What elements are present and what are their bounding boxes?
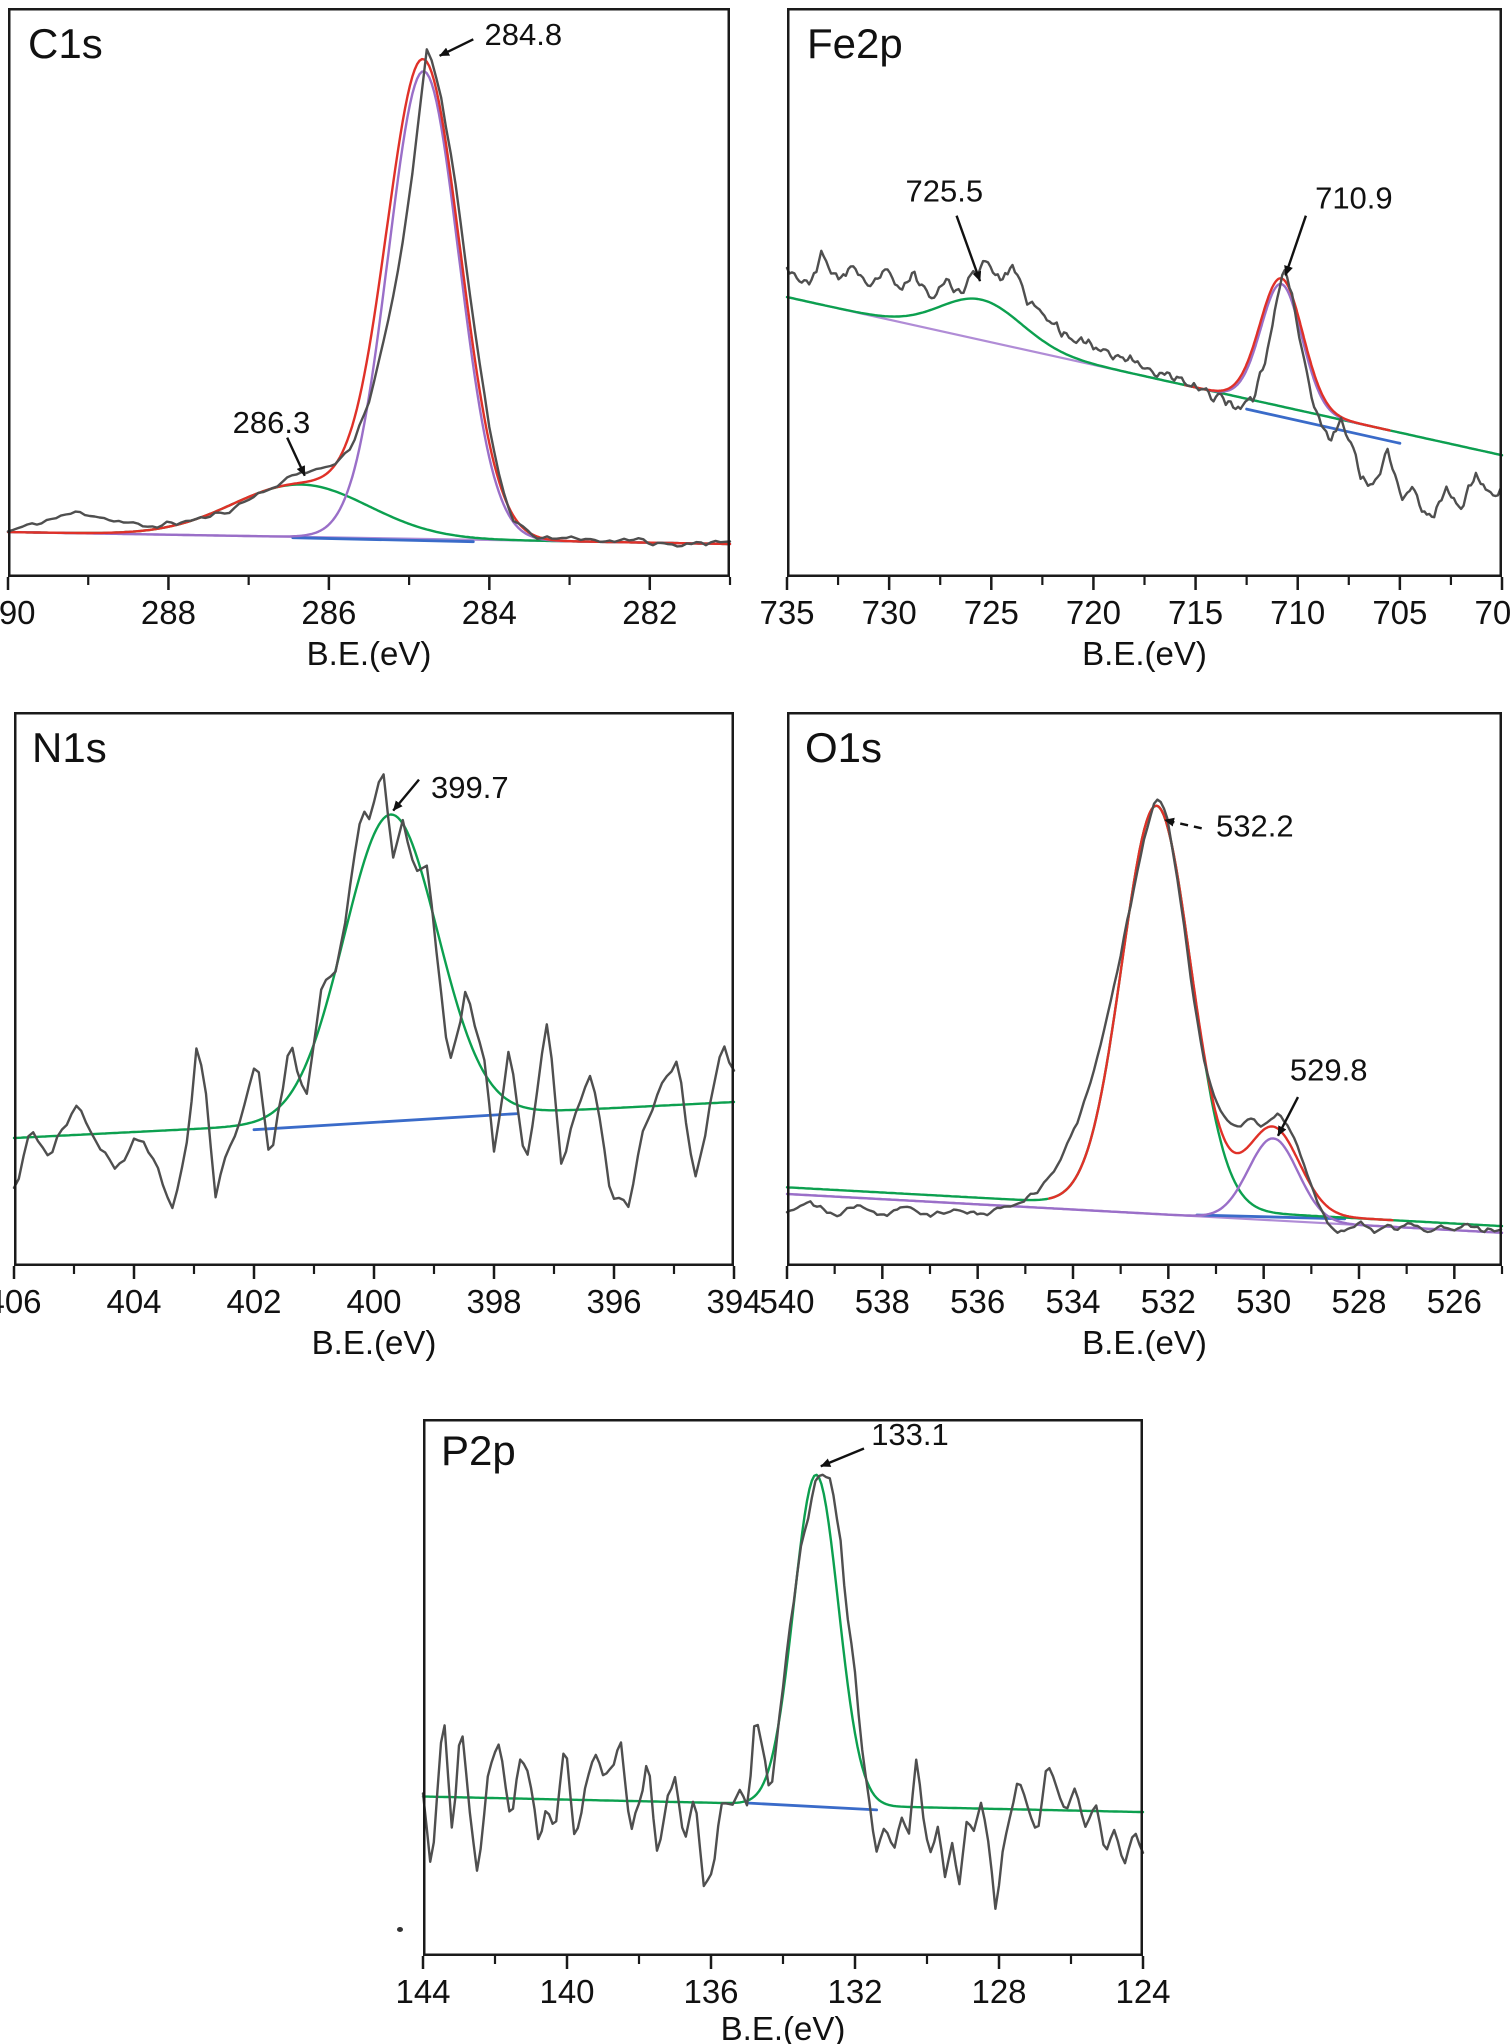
svg-text:700: 700 (1474, 594, 1510, 631)
svg-text:725: 725 (964, 594, 1019, 631)
panel-title-n1s: N1s (32, 724, 107, 771)
svg-text:715: 715 (1168, 594, 1223, 631)
panel-p2p: 144 140 136 132 128 124 B.E.(eV) 133.1 P2p (395, 1417, 1170, 2044)
panel-title-p2p: P2p (441, 1427, 516, 1474)
svg-text:B.E.(eV): B.E.(eV) (312, 1324, 437, 1361)
svg-text:140: 140 (539, 1973, 594, 2010)
svg-text:534: 534 (1045, 1283, 1100, 1320)
svg-text:133.1: 133.1 (871, 1417, 949, 1452)
svg-text:282: 282 (622, 594, 677, 631)
svg-text:720: 720 (1066, 594, 1121, 631)
svg-text:399.7: 399.7 (431, 770, 509, 805)
svg-text:B.E.(eV): B.E.(eV) (1082, 635, 1207, 672)
svg-text:396: 396 (586, 1283, 641, 1320)
svg-text:532: 532 (1141, 1283, 1196, 1320)
svg-text:286.3: 286.3 (233, 405, 311, 440)
panel-title-c1s: C1s (28, 20, 103, 67)
stray-dot-artifact (397, 1927, 403, 1932)
svg-text:526: 526 (1427, 1283, 1482, 1320)
svg-text:398: 398 (466, 1283, 521, 1320)
c1s-plot: 290 288 286 284 282 B.E.(eV) 284.8 286.3 (0, 8, 732, 672)
svg-text:528: 528 (1331, 1283, 1386, 1320)
svg-text:710: 710 (1270, 594, 1325, 631)
svg-text:540: 540 (759, 1283, 814, 1320)
svg-text:286: 286 (301, 594, 356, 631)
svg-text:735: 735 (759, 594, 814, 631)
svg-text:400: 400 (346, 1283, 401, 1320)
panel-o1s: 540 538 536 534 532 530 528 526 B.E.(eV) 532.2 529… (759, 712, 1504, 1361)
fe2p-plot: 735 730 725 720 715 710 705 700 B.E.(eV) 725.5 710… (759, 8, 1510, 672)
panel-title-fe2p: Fe2p (807, 20, 903, 67)
svg-text:404: 404 (106, 1283, 161, 1320)
svg-text:536: 536 (950, 1283, 1005, 1320)
svg-text:136: 136 (683, 1973, 738, 2010)
svg-text:288: 288 (141, 594, 196, 631)
svg-text:538: 538 (855, 1283, 910, 1320)
svg-text:144: 144 (395, 1973, 450, 2010)
svg-text:B.E.(eV): B.E.(eV) (1082, 1324, 1207, 1361)
svg-text:705: 705 (1372, 594, 1427, 631)
panel-n1s: 406 404 402 400 398 396 394 B.E.(eV) 399.7 N1s (0, 712, 762, 1361)
panel-title-o1s: O1s (805, 724, 883, 771)
svg-text:530: 530 (1236, 1283, 1291, 1320)
svg-text:284: 284 (462, 594, 517, 631)
svg-text:710.9: 710.9 (1315, 180, 1393, 215)
p2p-plot: 144 140 136 132 128 124 B.E.(eV) 133.1 (395, 1417, 1170, 2044)
svg-text:B.E.(eV): B.E.(eV) (307, 635, 432, 672)
svg-text:290: 290 (0, 594, 36, 631)
o1s-plot: 540 538 536 534 532 530 528 526 B.E.(eV) 532.2 529… (759, 712, 1504, 1361)
svg-text:132: 132 (827, 1973, 882, 2010)
svg-text:406: 406 (0, 1283, 42, 1320)
n1s-plot: 406 404 402 400 398 396 394 B.E.(eV) 399.7 (0, 712, 762, 1361)
svg-text:128: 128 (971, 1973, 1026, 2010)
svg-text:532.2: 532.2 (1216, 809, 1294, 844)
svg-text:529.8: 529.8 (1290, 1052, 1368, 1087)
svg-text:730: 730 (862, 594, 917, 631)
panel-fe2p: 735 730 725 720 715 710 705 700 B.E.(eV) 725.5 710… (759, 8, 1510, 672)
svg-text:402: 402 (226, 1283, 281, 1320)
svg-text:124: 124 (1115, 1973, 1170, 2010)
svg-text:394: 394 (706, 1283, 761, 1320)
panel-c1s: 290 288 286 284 282 B.E.(eV) 284.8 286.3 C1s (0, 8, 732, 672)
svg-text:284.8: 284.8 (485, 17, 563, 52)
svg-text:725.5: 725.5 (905, 173, 983, 208)
svg-text:B.E.(eV): B.E.(eV) (721, 2010, 846, 2044)
